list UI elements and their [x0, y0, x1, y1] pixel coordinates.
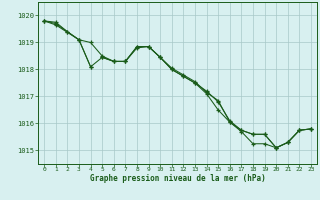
- X-axis label: Graphe pression niveau de la mer (hPa): Graphe pression niveau de la mer (hPa): [90, 174, 266, 183]
